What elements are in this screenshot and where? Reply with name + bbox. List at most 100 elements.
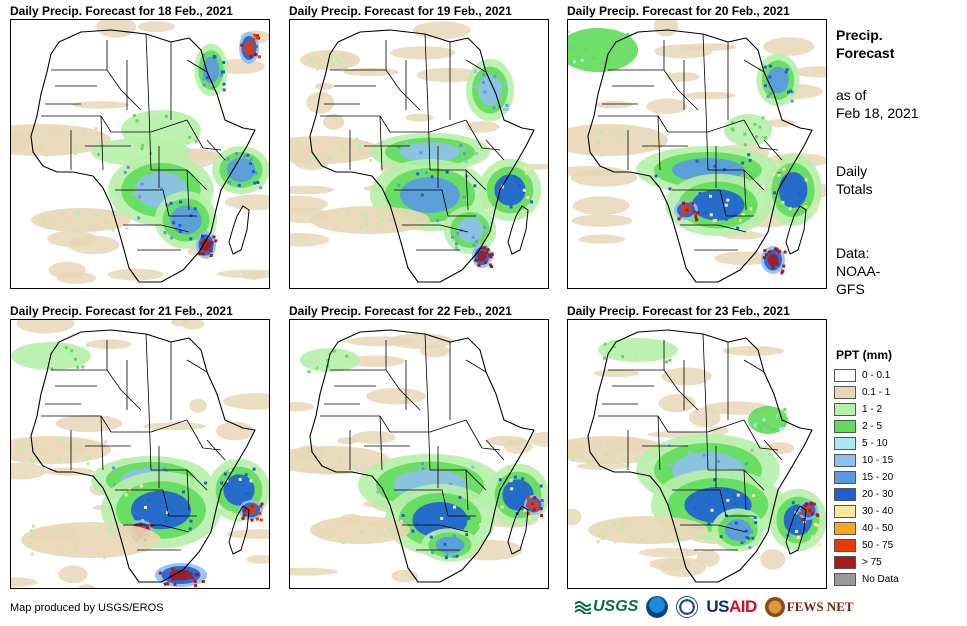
- precip-speckle: [222, 61, 226, 64]
- legend-label: 5 - 10: [862, 438, 888, 449]
- usaid-seal-icon: [676, 596, 699, 618]
- light-precip-area: [343, 67, 399, 77]
- precip-speckle: [306, 459, 310, 463]
- precip-speckle: [781, 200, 785, 204]
- precip-speckle: [257, 55, 261, 59]
- precip-speckle: [668, 358, 672, 362]
- precip-map: [289, 19, 549, 289]
- precip-speckle: [709, 213, 713, 217]
- precip-speckle: [668, 462, 671, 466]
- precip-speckle: [44, 446, 48, 450]
- precip-speckle: [155, 118, 159, 122]
- precip-speckle: [419, 466, 423, 470]
- precip-speckle: [776, 163, 779, 167]
- precip-speckle: [724, 217, 728, 221]
- precip-speckle: [731, 494, 735, 498]
- precip-speckle: [580, 58, 584, 62]
- precip-speckle: [445, 538, 449, 541]
- precip-speckle: [518, 184, 521, 188]
- legend-item: No Data: [834, 571, 899, 588]
- country-border: [763, 139, 783, 161]
- precip-speckle: [158, 571, 162, 575]
- precip-speckle: [622, 137, 626, 141]
- precip-speckle: [194, 139, 198, 143]
- precip-speckle: [482, 73, 486, 77]
- precip-speckle: [193, 580, 197, 584]
- precip-speckle: [253, 33, 257, 37]
- precip-speckle: [200, 241, 204, 245]
- precip-speckle: [331, 62, 335, 66]
- precip-speckle: [782, 167, 786, 171]
- light-precip-area: [709, 426, 729, 436]
- precip-speckle: [125, 226, 129, 230]
- legend-swatch: [834, 539, 856, 552]
- precip-speckle: [612, 130, 616, 134]
- precip-speckle: [476, 216, 480, 220]
- precip-speckle: [259, 518, 263, 522]
- precip-area: [170, 205, 202, 235]
- precip-speckle: [344, 520, 348, 524]
- country-border: [657, 415, 661, 471]
- precip-speckle: [763, 423, 766, 427]
- precip-speckle: [82, 130, 86, 134]
- precip-speckle: [242, 154, 246, 158]
- precip-speckle: [572, 60, 576, 64]
- precip-speckle: [492, 106, 496, 110]
- precip-speckle: [532, 508, 536, 512]
- precip-speckle: [811, 512, 815, 516]
- precip-speckle: [600, 61, 604, 65]
- forecast-panel-5: Daily Precip. Forecast for 22 Feb., 2021: [289, 304, 549, 589]
- precip-speckle: [241, 48, 245, 52]
- legend-item: > 75: [834, 554, 899, 571]
- precip-speckle: [177, 146, 181, 150]
- precip-speckle: [696, 211, 700, 215]
- precip-speckle: [586, 459, 590, 463]
- precip-speckle: [509, 205, 513, 209]
- map-credit: Map produced by USGS/EROS: [10, 602, 164, 614]
- precip-speckle: [251, 170, 255, 174]
- precip-speckle: [743, 132, 747, 136]
- precip-speckle: [781, 269, 785, 273]
- precip-speckle: [379, 447, 383, 451]
- country-border: [206, 439, 226, 461]
- precip-speckle: [453, 534, 456, 538]
- country-border: [123, 224, 190, 233]
- country-border: [51, 69, 142, 111]
- precip-speckle: [233, 177, 236, 181]
- precip-speckle: [171, 578, 175, 582]
- precip-speckle: [749, 207, 753, 211]
- precip-speckle: [540, 513, 544, 517]
- precip-speckle: [483, 90, 487, 94]
- as-of-date: as of Feb 18, 2021: [836, 86, 919, 122]
- precip-speckle: [223, 472, 227, 476]
- as-of-value: Feb 18, 2021: [836, 105, 919, 121]
- precip-speckle: [296, 140, 300, 144]
- precip-speckle: [432, 191, 436, 195]
- precip-legend: 0 - 0.1 0.1 - 1 1 - 2 2 - 5 5 - 10 10 - 15 15 …: [834, 367, 899, 588]
- precip-speckle: [654, 174, 658, 178]
- precip-speckle: [737, 169, 741, 173]
- precip-speckle: [747, 536, 751, 540]
- light-precip-area: [78, 584, 96, 588]
- forecast-panel-2: Daily Precip. Forecast for 19 Feb., 2021: [289, 4, 549, 289]
- precip-speckle: [112, 466, 115, 470]
- precip-speckle: [710, 508, 714, 512]
- precip-speckle: [485, 87, 489, 91]
- precip-speckle: [677, 217, 681, 221]
- precip-speckle: [568, 452, 570, 456]
- precip-speckle: [488, 263, 492, 267]
- country-border: [145, 33, 150, 111]
- precip-speckle: [461, 147, 465, 151]
- precip-speckle: [414, 151, 418, 155]
- precip-speckle: [228, 468, 232, 472]
- precip-speckle: [751, 536, 755, 540]
- precip-speckle: [362, 214, 366, 218]
- precip-speckle: [747, 153, 751, 157]
- precip-speckle: [774, 427, 778, 431]
- precip-speckle: [591, 442, 595, 446]
- precip-speckle: [209, 249, 213, 253]
- light-precip-area: [791, 66, 826, 78]
- precip-speckle: [475, 239, 479, 243]
- precip-speckle: [450, 540, 454, 544]
- precip-area: [456, 218, 484, 242]
